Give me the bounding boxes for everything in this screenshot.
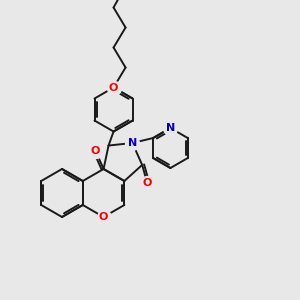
- Text: O: O: [109, 82, 118, 92]
- Text: N: N: [128, 138, 137, 148]
- Text: O: O: [91, 146, 100, 156]
- Text: O: O: [142, 178, 152, 188]
- Text: N: N: [166, 123, 175, 133]
- Text: O: O: [99, 212, 108, 222]
